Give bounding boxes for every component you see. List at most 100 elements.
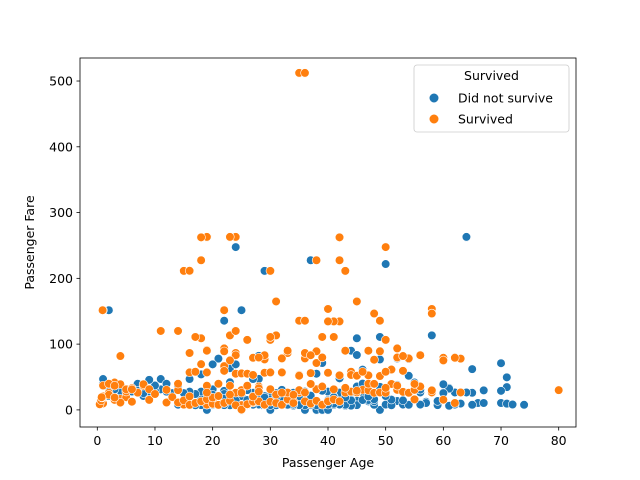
point-survived [196, 359, 206, 369]
point-survived [427, 308, 437, 319]
point-survived [265, 332, 275, 342]
point-did-not-survive [467, 400, 477, 410]
point-survived [450, 398, 460, 408]
point-survived [225, 390, 235, 400]
point-survived [381, 335, 391, 345]
point-survived [288, 398, 299, 408]
y-tick-label: 300 [49, 205, 73, 220]
point-survived [398, 351, 408, 361]
point-survived [300, 316, 310, 326]
point-survived [167, 392, 177, 402]
point-survived [340, 383, 350, 393]
point-did-not-survive [496, 358, 506, 368]
x-tick-label: 50 [378, 433, 394, 448]
point-survived [213, 379, 224, 389]
legend-label: Survived [458, 112, 513, 127]
point-survived [265, 384, 275, 394]
point-survived [317, 332, 327, 342]
point-survived [127, 384, 137, 394]
point-survived [98, 305, 108, 315]
point-survived [323, 368, 333, 378]
point-survived [219, 305, 229, 315]
point-survived [115, 351, 125, 361]
point-survived [231, 326, 241, 336]
point-survived [173, 326, 183, 336]
point-survived [225, 381, 235, 391]
point-survived [409, 379, 420, 389]
point-survived [311, 358, 322, 368]
point-survived [438, 355, 448, 366]
point-did-not-survive [398, 395, 408, 406]
point-did-not-survive [415, 400, 425, 410]
y-tick-label: 200 [49, 271, 73, 286]
point-survived [109, 381, 120, 391]
point-survived [363, 346, 373, 356]
y-tick-label: 100 [49, 337, 73, 352]
point-survived [202, 367, 212, 378]
point-survived [271, 296, 281, 307]
point-survived [456, 387, 466, 398]
point-survived [450, 353, 460, 363]
point-survived [109, 392, 120, 403]
point-survived [254, 352, 264, 363]
point-survived [340, 346, 350, 356]
legend-box [413, 64, 570, 133]
point-survived [242, 381, 252, 391]
legend-label: Did not survive [458, 91, 553, 106]
point-did-not-survive [467, 364, 477, 374]
point-survived [277, 400, 287, 410]
point-survived [161, 397, 172, 408]
legend-marker [428, 92, 440, 104]
point-did-not-survive [219, 316, 229, 326]
point-survived [554, 385, 564, 395]
legend-title: Survived [464, 68, 519, 83]
point-survived [375, 346, 385, 356]
x-tick-label: 20 [205, 433, 221, 448]
point-survived [358, 367, 368, 377]
point-survived [300, 387, 310, 398]
x-tick-label: 30 [262, 433, 278, 448]
point-survived [144, 395, 154, 405]
point-survived [381, 367, 391, 377]
point-did-not-survive [381, 259, 391, 269]
point-survived [196, 255, 206, 265]
point-survived [427, 385, 437, 395]
point-did-not-survive [208, 359, 218, 369]
y-axis-title: Passenger Fare [22, 195, 37, 290]
point-survived [381, 383, 391, 393]
point-survived [334, 396, 345, 406]
x-axis-title: Passenger Age [282, 455, 374, 470]
point-survived [127, 397, 137, 407]
point-survived [369, 308, 379, 319]
point-survived [225, 232, 235, 242]
point-survived [184, 348, 195, 358]
point-survived [225, 355, 235, 366]
point-survived [300, 68, 310, 78]
point-survived [392, 381, 402, 391]
point-did-not-survive [438, 379, 448, 389]
point-survived [329, 332, 339, 342]
point-did-not-survive [519, 400, 529, 410]
point-survived [306, 379, 316, 389]
point-did-not-survive [236, 305, 247, 315]
point-survived [369, 379, 379, 389]
point-survived [334, 255, 345, 265]
point-survived [202, 346, 212, 356]
point-did-not-survive [461, 232, 472, 242]
point-survived [236, 404, 247, 415]
point-survived [398, 366, 408, 376]
point-survived [156, 326, 166, 336]
point-survived [161, 385, 172, 395]
point-survived [231, 350, 241, 360]
point-survived [334, 370, 345, 380]
point-survived [184, 391, 195, 401]
points-layer [95, 68, 564, 415]
point-survived [277, 367, 287, 378]
x-tick-label: 10 [147, 433, 163, 448]
point-survived [202, 388, 212, 398]
point-survived [283, 346, 293, 356]
point-survived [323, 304, 333, 314]
point-did-not-survive [231, 242, 241, 252]
point-survived [190, 332, 200, 342]
point-survived [375, 316, 385, 326]
